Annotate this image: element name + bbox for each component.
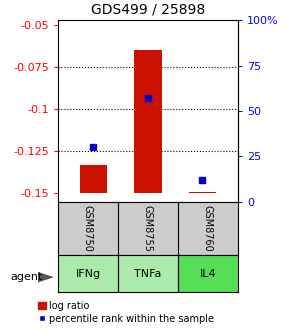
Bar xyxy=(134,50,162,193)
Bar xyxy=(80,165,107,193)
Title: GDS499 / 25898: GDS499 / 25898 xyxy=(91,2,205,16)
Legend: log ratio, percentile rank within the sample: log ratio, percentile rank within the sa… xyxy=(34,297,218,328)
Polygon shape xyxy=(38,272,54,283)
Text: GSM8755: GSM8755 xyxy=(143,205,153,252)
Bar xyxy=(189,192,216,193)
Text: GSM8760: GSM8760 xyxy=(203,205,213,252)
Text: agent: agent xyxy=(10,272,43,282)
Text: TNFa: TNFa xyxy=(134,269,162,279)
FancyBboxPatch shape xyxy=(118,255,178,292)
Text: GSM8750: GSM8750 xyxy=(83,205,93,252)
FancyBboxPatch shape xyxy=(58,255,118,292)
Text: IL4: IL4 xyxy=(200,269,216,279)
FancyBboxPatch shape xyxy=(178,255,238,292)
Text: IFNg: IFNg xyxy=(75,269,101,279)
